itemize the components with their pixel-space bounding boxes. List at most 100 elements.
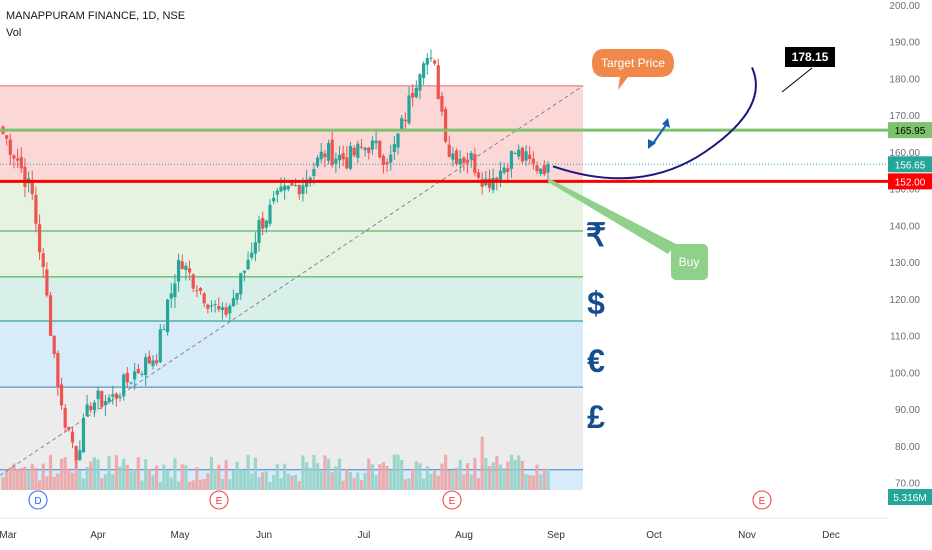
candle <box>433 59 437 66</box>
candle-body <box>239 273 243 295</box>
volume-bar <box>19 468 23 490</box>
candle-body <box>520 147 524 162</box>
candle <box>495 176 499 191</box>
volume-bar <box>356 472 360 490</box>
volume-bar <box>5 469 9 490</box>
volume-bar <box>524 474 528 490</box>
candle-body <box>323 153 327 158</box>
candle <box>506 163 510 183</box>
candle <box>436 58 440 100</box>
candle-body <box>476 172 481 178</box>
volume-bar <box>539 474 543 490</box>
candle <box>231 289 236 307</box>
candle-body <box>297 185 301 195</box>
candle-body <box>392 143 396 153</box>
candle-body <box>301 185 305 194</box>
candle <box>30 170 34 201</box>
volume-bar <box>370 464 375 490</box>
month-label: Apr <box>90 530 106 541</box>
fib-band <box>0 387 583 470</box>
candle-body <box>319 151 323 160</box>
earnings-marker[interactable]: E <box>442 490 462 510</box>
candle-body <box>114 393 118 399</box>
candle-body <box>473 154 477 173</box>
candle-body <box>125 372 129 383</box>
candle <box>140 371 144 377</box>
volume-bar <box>96 459 100 490</box>
candle <box>162 324 166 331</box>
candle-body <box>356 143 360 158</box>
candle-body <box>345 157 349 169</box>
volume-bar <box>272 475 276 490</box>
volume-bar <box>517 455 521 490</box>
candle-body <box>96 390 100 400</box>
candle-body <box>34 194 38 224</box>
candle <box>34 186 38 233</box>
candle <box>443 106 448 144</box>
candle <box>363 146 367 157</box>
volume-bar <box>476 478 481 490</box>
volume-bar <box>341 480 345 490</box>
candle-body <box>367 147 371 153</box>
candle <box>100 390 104 410</box>
fib-band <box>0 85 583 182</box>
price-axis-bg <box>888 0 932 550</box>
volume-bar <box>37 480 42 490</box>
candle <box>348 141 353 171</box>
volume-bar <box>381 462 386 490</box>
volume-bar <box>48 455 53 490</box>
candle <box>396 132 400 155</box>
candle <box>319 142 323 163</box>
candle <box>63 403 67 433</box>
volume-bar <box>286 473 290 490</box>
candle-body <box>37 224 42 253</box>
earnings-marker[interactable]: E <box>209 490 229 510</box>
last-price-tag-bg <box>888 156 932 173</box>
candle <box>180 254 184 270</box>
price-axis: 200.00 190.00 180.00 170.00 160.00 150.00 140.… <box>888 0 932 550</box>
candle-body <box>122 374 126 397</box>
candle-body <box>422 63 426 79</box>
resistance-price-tag-bg <box>888 122 932 139</box>
volume-bar <box>469 474 473 490</box>
candle-body <box>220 307 225 310</box>
candle-body <box>85 404 89 417</box>
candle-body <box>528 154 532 159</box>
volume-bar <box>443 454 448 490</box>
candle <box>125 366 129 389</box>
candle-body <box>275 190 279 195</box>
volume-bar <box>202 478 206 490</box>
volume-bar <box>107 456 111 490</box>
candle-body <box>506 168 510 172</box>
volume-bar <box>147 469 151 490</box>
volume-bar <box>52 476 56 490</box>
volume-bar <box>242 469 247 490</box>
candle <box>440 91 444 117</box>
candle-body <box>206 304 210 309</box>
volume-bar <box>301 455 305 490</box>
event-circle <box>28 490 48 510</box>
candle-body <box>326 143 331 161</box>
volume-bar <box>191 480 195 490</box>
candle <box>535 161 539 175</box>
earnings-marker[interactable]: E <box>752 490 772 510</box>
candle <box>198 287 203 295</box>
candle <box>345 146 349 170</box>
candle <box>454 148 459 167</box>
candle-body <box>202 293 206 304</box>
volume-bar <box>228 479 232 490</box>
volume-bar <box>411 468 415 490</box>
volume-tag-text: 5.316M <box>893 493 926 504</box>
volume-bar <box>257 477 261 490</box>
candle-body <box>151 360 155 366</box>
volume-bar <box>491 462 495 490</box>
candle <box>250 242 254 261</box>
candle-body <box>539 168 543 174</box>
support-price-tag-text: 152.00 <box>895 177 926 188</box>
candle-body <box>502 167 506 173</box>
candle <box>147 350 151 365</box>
candlesticks <box>1 49 550 469</box>
dividend-marker[interactable]: D <box>28 490 48 510</box>
support-price-tag-bg <box>888 173 932 190</box>
